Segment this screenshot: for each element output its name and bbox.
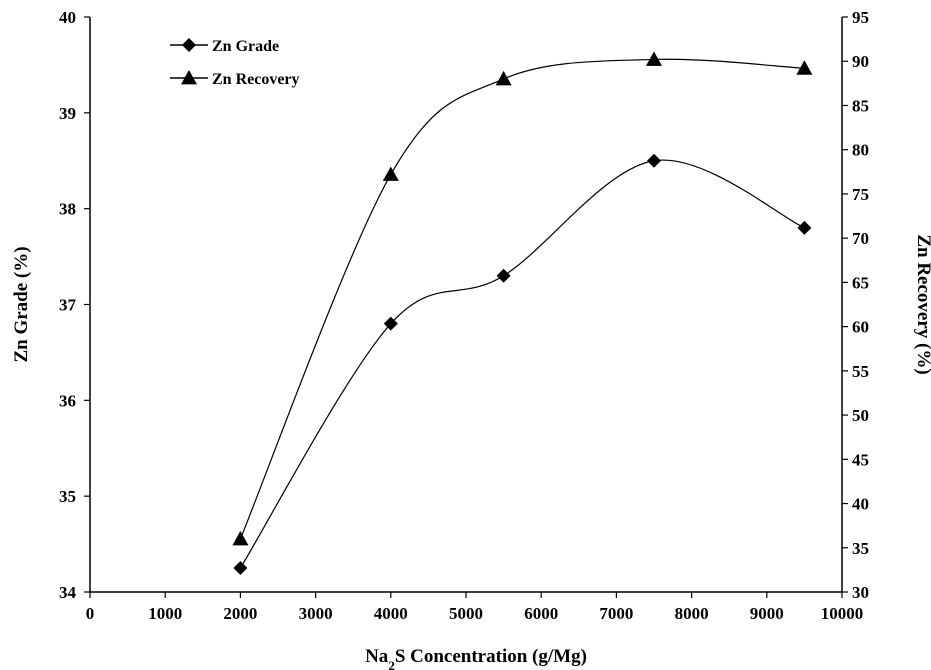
x-tick-label: 4000: [374, 604, 408, 623]
data-point-triangle: [495, 70, 512, 86]
axis-titles: Na2S Concentration (g/Mg) Zn Grade (%) Zn …: [11, 234, 931, 670]
legend-marker-diamond: [182, 38, 196, 52]
legend-entry: Zn Recovery: [170, 70, 300, 88]
x-tick-label: 10000: [821, 604, 864, 623]
legend-label: Zn Recovery: [212, 71, 300, 88]
y-left-tick-label: 36: [59, 391, 76, 410]
legend-entry: Zn Grade: [170, 38, 279, 55]
y-left-axis-title: Zn Grade (%): [11, 246, 32, 362]
series-line: [239, 159, 805, 569]
x-tick-label: 7000: [599, 604, 633, 623]
legend-marker-triangle: [181, 70, 197, 85]
y-right-tick-label: 65: [852, 273, 869, 292]
data-point-diamond: [233, 561, 248, 576]
data-point-diamond: [496, 268, 511, 283]
y-right-axis-title: Zn Recovery (%): [913, 234, 931, 374]
legend: Zn Grade Zn Recovery: [170, 38, 300, 88]
y-right-tick-label: 55: [852, 362, 869, 381]
y-left-tick-label: 35: [59, 487, 76, 506]
y-right-tick-label: 70: [852, 229, 869, 248]
x-tick-label: 6000: [524, 604, 558, 623]
y-left-tick-label: 40: [59, 8, 76, 27]
x-tick-label: 2000: [223, 604, 257, 623]
data-point-triangle: [796, 60, 813, 75]
y-right-tick-label: 80: [852, 141, 869, 160]
y-left-tick-label: 39: [59, 104, 76, 123]
y-right-tick-label: 60: [852, 318, 869, 337]
y-right-tick-label: 85: [852, 96, 869, 115]
data-point-diamond: [797, 220, 812, 235]
y-right-tick-label: 40: [852, 495, 869, 514]
y-right-tick-label: 95: [852, 8, 869, 27]
x-tick-label: 9000: [750, 604, 784, 623]
data-point-triangle: [232, 530, 249, 546]
data-point-diamond: [647, 153, 661, 168]
y-right-tick-label: 75: [852, 185, 869, 204]
y-right-tick-label: 50: [852, 406, 869, 425]
data-point-diamond: [383, 316, 398, 331]
series-line: [239, 58, 805, 540]
legend-label: Zn Grade: [212, 38, 279, 55]
x-tick-label: 8000: [675, 604, 709, 623]
series-layer: [232, 51, 813, 576]
series-zn-recovery: [232, 51, 813, 546]
y-right-tick-label: 90: [852, 52, 869, 71]
ticks: 0 1000 2000 3000 4000 5000 6000 7000 8000 9000 100…: [59, 8, 869, 623]
axes: [89, 17, 843, 593]
y-left-tick-label: 34: [59, 583, 77, 602]
y-right-tick-label: 30: [852, 583, 869, 602]
x-tick-label: 1000: [148, 604, 182, 623]
y-left-tick-label: 37: [59, 296, 77, 315]
x-tick-label: 5000: [449, 604, 483, 623]
x-tick-label: 3000: [299, 604, 333, 623]
data-point-triangle: [382, 166, 399, 181]
y-right-tick-label: 45: [852, 450, 869, 469]
y-right-tick-label: 35: [852, 539, 869, 558]
series-zn-grade: [233, 153, 812, 576]
x-axis-title: Na2S Concentration (g/Mg): [365, 646, 587, 670]
x-tick-label: 0: [86, 604, 95, 623]
data-point-triangle: [646, 51, 662, 66]
y-left-tick-label: 38: [59, 200, 76, 219]
